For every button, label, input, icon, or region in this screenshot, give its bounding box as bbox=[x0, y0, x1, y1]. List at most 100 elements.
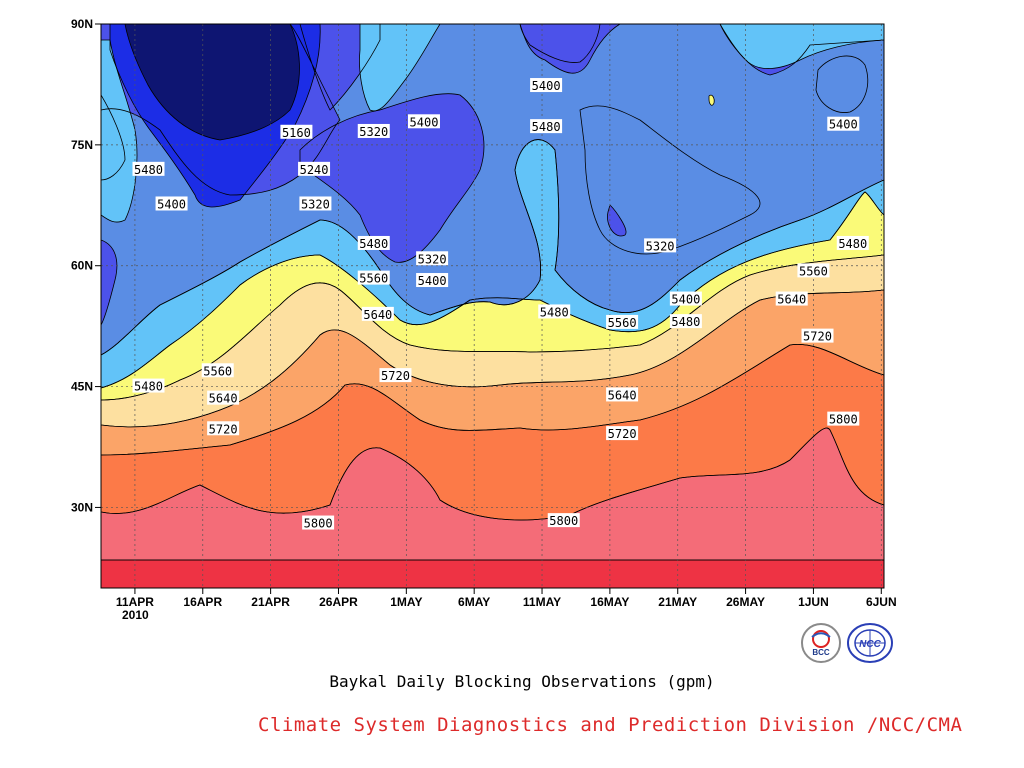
contour-chart: 5160 5240 5320 5320 5400 5480 5400 5400 5480 5480… bbox=[71, 17, 897, 622]
contour-label: 5800 bbox=[827, 411, 860, 427]
band-5100-outline bbox=[124, 24, 300, 141]
contour-label-text: 5720 bbox=[381, 369, 410, 383]
contour-label: 5640 bbox=[207, 390, 240, 406]
band-5240-west-outline bbox=[101, 239, 118, 326]
contour-label-box bbox=[302, 515, 335, 530]
y-tick-label: 90N bbox=[71, 17, 93, 31]
contour-label: 5480 bbox=[669, 314, 702, 329]
contour-label-box bbox=[606, 314, 639, 329]
ncc-logo: NCC bbox=[847, 623, 893, 663]
contour-label-text: 5480 bbox=[838, 237, 867, 251]
band-5480-north-outline bbox=[101, 94, 126, 181]
ncc-logo-text: NCC bbox=[859, 639, 881, 650]
y-tick-label: 30N bbox=[71, 500, 93, 514]
contour-label-box bbox=[827, 116, 860, 131]
contour-label-box bbox=[357, 270, 390, 285]
band-5160-outline bbox=[109, 24, 321, 208]
contour-label: 5800 bbox=[547, 513, 580, 528]
band-5400-north bbox=[720, 24, 884, 69]
contour-label-text: 5400 bbox=[418, 274, 447, 288]
contour-label-box bbox=[361, 306, 394, 321]
band-5320-northeast-outline bbox=[815, 55, 869, 113]
band-5640 bbox=[101, 290, 884, 455]
band-cold-north-outline bbox=[519, 24, 601, 63]
x-tick-label: 6MAY bbox=[458, 595, 490, 609]
band-5480 bbox=[101, 192, 884, 400]
contour-label: 5640 bbox=[775, 291, 808, 307]
contour-label-box bbox=[298, 161, 331, 176]
contour-label-text: 5640 bbox=[209, 392, 238, 406]
band-5320-northeast bbox=[816, 55, 868, 113]
contour-label: 5720 bbox=[379, 368, 412, 383]
contour-label-text: 5480 bbox=[532, 120, 561, 134]
contour-label-text: 5640 bbox=[777, 293, 806, 307]
contour-label-text: 5800 bbox=[549, 514, 578, 528]
x-tick-label: 21APR bbox=[251, 595, 290, 609]
contour-label: 5560 bbox=[357, 270, 390, 286]
contour-label-text: 5400 bbox=[671, 293, 700, 307]
contour-label-text: 5720 bbox=[209, 422, 238, 436]
contour-label: 5320 bbox=[357, 123, 390, 139]
y-tick-label: 75N bbox=[71, 138, 93, 152]
contour-label: 5720 bbox=[801, 328, 834, 344]
x-tick-label: 16APR bbox=[183, 595, 222, 609]
contour-label-text: 5480 bbox=[359, 237, 388, 251]
contour-label: 5800 bbox=[302, 515, 335, 531]
contour-label: 5480 bbox=[538, 304, 571, 319]
x-tick-label: 26APR bbox=[319, 595, 358, 609]
contour-label-box bbox=[132, 161, 165, 176]
x-tick-label: 6JUN bbox=[866, 595, 897, 609]
contour-label-box bbox=[538, 304, 571, 319]
contour-label: 5400 bbox=[827, 116, 860, 132]
contour-label-box bbox=[416, 251, 449, 266]
contour-label-text: 5560 bbox=[799, 264, 828, 278]
contour-label: 5400 bbox=[530, 78, 563, 93]
contour-label-text: 5240 bbox=[300, 163, 329, 177]
band-5480-tiny bbox=[709, 95, 715, 106]
contour-label-text: 5400 bbox=[829, 118, 858, 132]
y-tick-label: 60N bbox=[71, 259, 93, 273]
contour-label-box bbox=[207, 390, 240, 405]
contour-label: 5640 bbox=[361, 306, 394, 322]
contour-label-box bbox=[357, 123, 390, 138]
contour-label: 5320 bbox=[416, 251, 449, 266]
contour-label: 5480 bbox=[357, 235, 390, 251]
bcc-logo: BCC bbox=[801, 623, 841, 663]
band-5320-east-outline bbox=[579, 105, 761, 255]
contour-label-text: 5720 bbox=[608, 427, 637, 441]
band-5400-lobe bbox=[359, 24, 440, 111]
band-cold-north bbox=[520, 24, 600, 63]
contour-label-box bbox=[547, 513, 580, 528]
gridlines bbox=[101, 24, 884, 588]
contour-label-text: 5320 bbox=[359, 125, 388, 139]
contour-label: 5400 bbox=[155, 196, 188, 211]
y-axis: 30N 45N 60N 75N 90N bbox=[71, 17, 101, 514]
band-5240-mid-outline bbox=[299, 93, 485, 263]
contour-label: 5480 bbox=[132, 161, 165, 177]
contour-label-text: 5480 bbox=[671, 315, 700, 329]
band-5100 bbox=[125, 24, 300, 140]
x-axis-year-label: 2010 bbox=[122, 608, 149, 622]
band-5880 bbox=[101, 560, 884, 588]
band-5400-lobe-outline bbox=[359, 24, 441, 112]
contour-label: 5720 bbox=[207, 421, 240, 436]
contour-label-text: 5480 bbox=[134, 380, 163, 394]
contour-label-box bbox=[669, 314, 702, 329]
contour-label-text: 5480 bbox=[134, 163, 163, 177]
contour-label-box bbox=[132, 378, 165, 393]
contour-label-box bbox=[836, 235, 869, 250]
contour-label-box bbox=[280, 124, 313, 139]
contour-label-box bbox=[606, 426, 639, 441]
contour-label-box bbox=[299, 196, 332, 211]
bcc-logo-text: BCC bbox=[812, 648, 830, 657]
band-5480-tiny-outline bbox=[708, 94, 715, 106]
band-5320-outline bbox=[101, 24, 884, 356]
contour-label-box bbox=[357, 235, 390, 250]
contour-label-box bbox=[201, 363, 234, 378]
contour-label-text: 5800 bbox=[829, 413, 858, 427]
x-tick-label: 11APR bbox=[116, 595, 154, 609]
chart-caption: Baykal Daily Blocking Observations (gpm) bbox=[329, 672, 715, 691]
contour-label: 5560 bbox=[606, 314, 639, 330]
contour-label: 5240 bbox=[298, 161, 331, 177]
contour-label-box bbox=[669, 291, 702, 306]
